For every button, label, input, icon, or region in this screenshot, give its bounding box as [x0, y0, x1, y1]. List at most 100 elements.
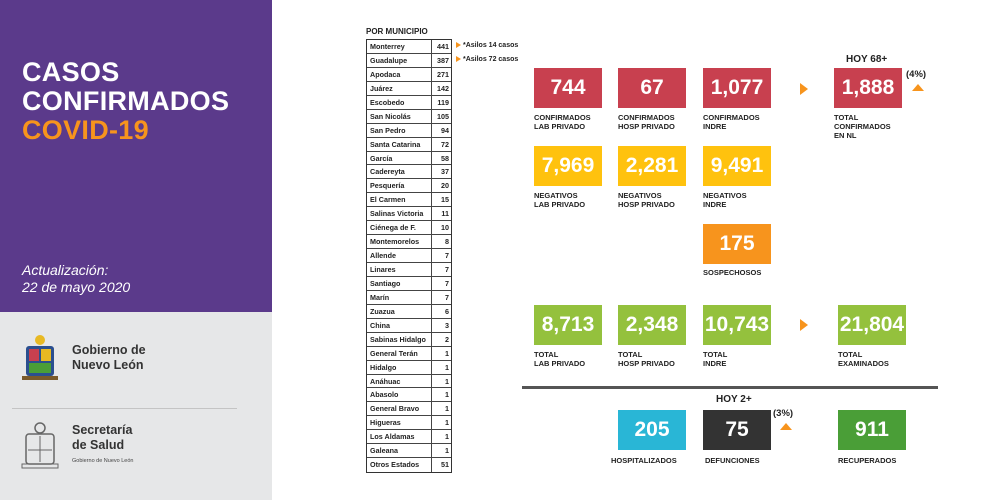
table-row: Los Aldamas 1: [367, 430, 451, 445]
table-row: Montemorelos 8: [367, 235, 451, 250]
total-indre-box: 10,743: [703, 305, 771, 345]
municipio-count: 10: [441, 223, 449, 233]
confirmados-hosp-privado-label: CONFIRMADOS HOSP PRIVADO: [618, 113, 675, 131]
municipio-count: 1: [445, 348, 449, 358]
title-panel: CASOS CONFIRMADOS COVID-19 Actualización…: [0, 0, 272, 312]
defunciones-box: 75: [703, 410, 771, 450]
municipio-count: 7: [445, 278, 449, 288]
title-line-3: COVID-19: [22, 115, 149, 145]
negativos-indre-box: 9,491: [703, 146, 771, 186]
municipio-count: 20: [441, 181, 449, 191]
table-row: Sabinas Hidalgo 2: [367, 332, 451, 347]
table-row: China 3: [367, 318, 451, 333]
municipio-name: Marín: [367, 290, 432, 304]
municipio-count: 6: [445, 306, 449, 316]
municipio-name: Higueras: [367, 416, 432, 430]
defunciones-pct: (3%): [773, 408, 794, 419]
municipio-name: Pesquería: [367, 179, 432, 193]
table-row: Cadereyta 37: [367, 165, 451, 180]
health-line-2: de Salud: [72, 438, 125, 452]
municipio-count: 7: [445, 265, 449, 274]
municipio-count: 8: [445, 237, 449, 247]
defunciones-label: DEFUNCIONES: [705, 456, 760, 465]
table-row: Hidalgo 1: [367, 360, 451, 375]
municipio-name: Abasolo: [367, 388, 432, 402]
municipio-count: 105: [437, 111, 449, 121]
municipio-count: 58: [441, 153, 449, 163]
total-indre-label: TOTAL INDRE: [703, 350, 728, 368]
hoy-confirmados: HOY 68+: [846, 54, 888, 65]
title-line-2: CONFIRMADOS: [22, 86, 230, 116]
municipio-count: 7: [445, 251, 449, 261]
municipio-count: 51: [441, 460, 449, 470]
coat-of-arms-icon: [22, 335, 58, 380]
confirmados-lab-privado-label: CONFIRMADOS LAB PRIVADO: [534, 113, 591, 131]
total-examinados-label: TOTAL EXAMINADOS: [838, 350, 889, 368]
health-sub: Gobierno de Nuevo León: [72, 458, 134, 464]
total-lab-privado-box: 8,713: [534, 305, 602, 345]
gobierno-logo-block: Gobierno de Nuevo León: [20, 332, 146, 384]
municipio-count: 72: [441, 139, 449, 149]
arrow-right-icon: [800, 83, 808, 95]
table-row: Higueras 1: [367, 416, 451, 431]
table-row: Ciénega de F. 10: [367, 221, 451, 236]
health-line-1: Secretaría: [72, 423, 133, 437]
negativos-hosp-privado-label: NEGATIVOS HOSP PRIVADO: [618, 191, 675, 209]
logo-panel: [0, 312, 272, 500]
municipio-count: 142: [437, 83, 449, 93]
municipio-count: 271: [437, 69, 449, 79]
municipio-name: Cadereyta: [367, 165, 432, 179]
hoy-defunciones: HOY 2+: [716, 394, 752, 405]
table-row: Santiago 7: [367, 276, 451, 291]
total-examinados-box: 21,804: [838, 305, 906, 345]
municipio-name: Guadalupe: [367, 53, 432, 67]
municipio-name: General Bravo: [367, 402, 432, 416]
salud-logo-block: Secretaría de Salud Gobierno de Nuevo Le…: [20, 420, 133, 472]
total-lab-privado-label: TOTAL LAB PRIVADO: [534, 350, 586, 368]
municipio-count: 1: [445, 432, 449, 442]
negativos-indre-label: NEGATIVOS INDRE: [703, 191, 747, 209]
note-monterrey-text: *Asilos 14 casos: [463, 42, 519, 49]
municipio-table: Monterrey 441 Guadalupe 387 Apodaca 271 Juárez…: [366, 39, 452, 474]
gov-line-2: Nuevo León: [72, 358, 144, 372]
municipio-name: Sabinas Hidalgo: [367, 332, 432, 346]
table-row: Pesquería 20: [367, 179, 451, 194]
gov-line-1: Gobierno de: [72, 343, 146, 357]
municipio-count: 441: [437, 42, 449, 51]
section-divider: [522, 386, 938, 389]
municipio-count: 15: [441, 195, 449, 205]
municipio-name: Zuazua: [367, 304, 432, 318]
sospechosos-box: 175: [703, 224, 771, 264]
table-row: Apodaca 271: [367, 67, 451, 82]
municipio-count: 2: [445, 334, 449, 344]
municipio-count: 1: [445, 376, 449, 386]
municipio-count: 7: [445, 292, 449, 302]
municipio-count: 11: [441, 209, 449, 219]
municipio-name: General Terán: [367, 346, 432, 360]
municipio-name: San Nicolás: [367, 109, 432, 123]
increase-arrow-icon: [912, 84, 924, 91]
table-row: Santa Catarina 72: [367, 137, 451, 152]
confirmados-hosp-privado-box: 67: [618, 68, 686, 108]
table-row: Linares 7: [367, 263, 451, 277]
municipio-count: 1: [445, 362, 449, 372]
table-row: San Pedro 94: [367, 123, 451, 138]
hospitalizados-box: 205: [618, 410, 686, 450]
total-hosp-privado-box: 2,348: [618, 305, 686, 345]
update-info: Actualización: 22 de mayo 2020: [22, 262, 130, 296]
recuperados-box: 911: [838, 410, 906, 450]
arrow-right-icon: [800, 319, 808, 331]
municipio-name: García: [367, 151, 432, 165]
table-row: General Terán 1: [367, 346, 451, 361]
table-row: García 58: [367, 151, 451, 166]
municipio-name: Monterrey: [367, 40, 432, 53]
title-line-1: CASOS: [22, 57, 120, 87]
total-confirmados-box: 1,888: [834, 68, 902, 108]
table-row: Escobedo 119: [367, 95, 451, 110]
municipio-table-title: POR MUNICIPIO: [366, 27, 428, 36]
municipio-count: 37: [441, 167, 449, 177]
municipio-name: Juárez: [367, 81, 432, 95]
municipio-count: 119: [437, 97, 449, 107]
table-row: Guadalupe 387: [367, 53, 451, 68]
table-row: Juárez 142: [367, 81, 451, 96]
